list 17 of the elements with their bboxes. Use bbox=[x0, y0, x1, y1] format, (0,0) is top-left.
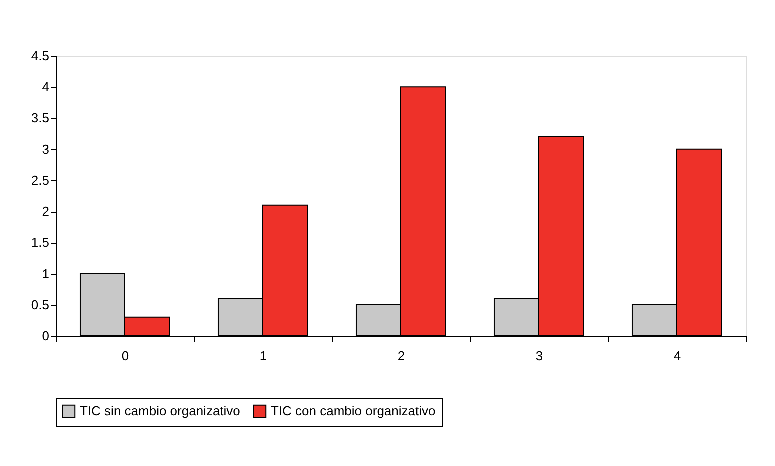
y-tick-label: 4 bbox=[42, 80, 50, 95]
x-tick-label: 1 bbox=[260, 348, 268, 364]
y-tick-label: 2 bbox=[42, 204, 50, 220]
x-tick-label: 4 bbox=[674, 348, 682, 364]
x-tick-label: 2 bbox=[398, 348, 406, 364]
y-tick-label: 4.5 bbox=[31, 48, 50, 64]
legend-label: TIC sin cambio organizativo bbox=[80, 403, 240, 418]
y-tick-label: 0.5 bbox=[31, 297, 50, 312]
y-tick-label: 1.5 bbox=[31, 235, 50, 250]
y-tick-label: 3 bbox=[42, 142, 50, 157]
y-tick-label: 1 bbox=[42, 266, 50, 282]
y-tick-label: 3.5 bbox=[31, 110, 50, 126]
legend-label: TIC con cambio organizativo bbox=[271, 403, 436, 418]
x-tick-label: 3 bbox=[536, 348, 544, 364]
x-tick-label: 0 bbox=[122, 348, 130, 364]
y-tick-label: 2.5 bbox=[31, 172, 50, 188]
y-tick-label: 0 bbox=[42, 328, 50, 344]
